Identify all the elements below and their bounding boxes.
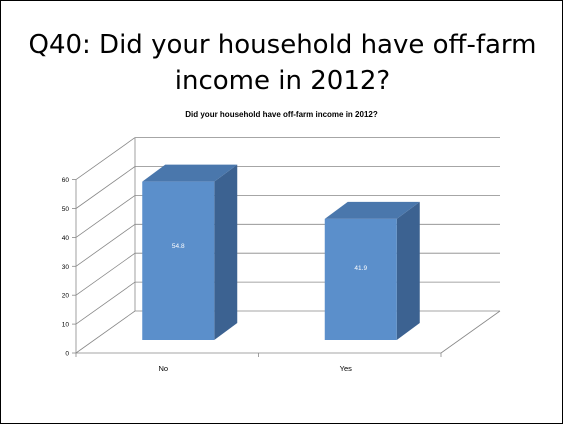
chart-title: Did your household have off-farm income … [185, 110, 378, 119]
bar-side-yes [396, 201, 420, 340]
side-wall-gridline [75, 310, 136, 354]
y-tick-label: 30 [62, 264, 70, 271]
bar-top-no [142, 164, 238, 182]
y-tick-label: 50 [62, 206, 70, 213]
side-wall-gridline [75, 223, 136, 267]
bar-top-yes [324, 201, 420, 219]
side-wall-gridline [75, 195, 136, 238]
side-wall-gridline [75, 281, 136, 325]
y-tick-label: 10 [62, 322, 70, 329]
y-tick-label: 20 [62, 293, 70, 300]
side-wall-gridline [75, 166, 136, 209]
data-label-yes: 41.9 [354, 265, 367, 272]
x-tick-label-no: No [158, 364, 168, 373]
floor-right-edge [440, 310, 501, 354]
slide-title: Q40: Did your household have off-farm in… [28, 30, 537, 96]
bar-side-no [214, 164, 238, 340]
x-tick-label-yes: Yes [340, 364, 352, 373]
bar-yes [324, 218, 397, 340]
y-tick-label: 60 [62, 177, 70, 184]
side-wall-gridline [75, 252, 136, 296]
data-label-no: 54.8 [172, 243, 185, 250]
bar-no [142, 181, 215, 340]
y-tick-label: 40 [62, 235, 70, 242]
y-tick-label: 0 [65, 351, 69, 358]
side-wall-gridline [75, 137, 136, 180]
